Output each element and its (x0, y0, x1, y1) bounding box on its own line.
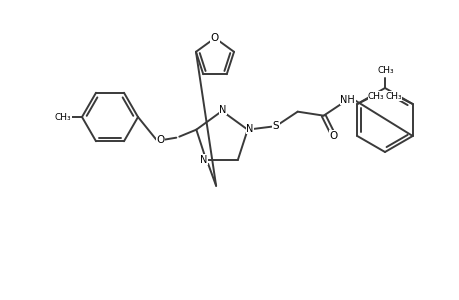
Text: O: O (156, 135, 164, 145)
Text: N: N (246, 124, 253, 134)
Text: O: O (210, 33, 218, 43)
Text: CH₃: CH₃ (55, 112, 71, 122)
Text: CH₃: CH₃ (377, 65, 393, 74)
Text: O: O (329, 131, 337, 141)
Text: S: S (272, 121, 279, 131)
Text: N: N (200, 155, 207, 165)
Text: CH₃: CH₃ (385, 92, 401, 100)
Text: CH₃: CH₃ (367, 92, 384, 100)
Text: N: N (219, 105, 226, 115)
Text: NH: NH (340, 95, 354, 105)
